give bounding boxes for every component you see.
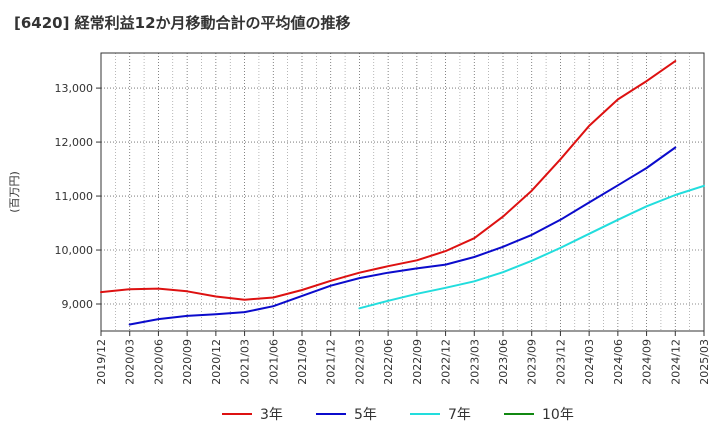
x-tick-label: 2021/12 xyxy=(325,339,338,385)
x-tick-label: 2022/09 xyxy=(411,339,424,385)
legend-item: 7年 xyxy=(410,407,471,423)
y-tick-label: 11,000 xyxy=(55,190,94,203)
legend-label: 3年 xyxy=(260,407,283,423)
legend-item: 10年 xyxy=(504,407,574,423)
chart-title: [6420] 経常利益12か月移動合計の平均値の推移 xyxy=(14,14,351,32)
legend-label: 7年 xyxy=(448,407,471,423)
x-tick-label: 2023/12 xyxy=(554,339,567,385)
x-tick-label: 2021/06 xyxy=(267,339,280,385)
x-tick-label: 2020/12 xyxy=(210,339,223,385)
legend-item: 5年 xyxy=(316,407,377,423)
x-tick-label: 2020/03 xyxy=(124,339,137,385)
y-tick-label: 13,000 xyxy=(55,82,94,95)
y-tick-label: 12,000 xyxy=(55,136,94,149)
y-tick-label: 9,000 xyxy=(62,298,94,311)
x-tick-label: 2024/09 xyxy=(641,339,654,385)
y-axis-label: (百万円) xyxy=(8,171,21,213)
x-tick-label: 2021/09 xyxy=(296,339,309,385)
series-line-5年 xyxy=(128,146,677,326)
x-tick-label: 2025/03 xyxy=(698,339,711,385)
x-tick-label: 2020/09 xyxy=(181,339,194,385)
x-tick-label: 2024/06 xyxy=(612,339,625,385)
x-tick-label: 2022/06 xyxy=(382,339,395,385)
x-tick-label: 2023/06 xyxy=(497,339,510,385)
x-tick-label: 2023/03 xyxy=(468,339,481,385)
x-tick-label: 2021/03 xyxy=(239,339,252,385)
plot-border xyxy=(100,52,705,332)
series-line-3年 xyxy=(100,60,677,301)
x-tick-label: 2019/12 xyxy=(95,339,108,385)
y-tick-label: 10,000 xyxy=(55,244,94,257)
x-tick-label: 2024/03 xyxy=(583,339,596,385)
x-tick-label: 2022/03 xyxy=(353,339,366,385)
legend-item: 3年 xyxy=(222,407,283,423)
series-line-7年 xyxy=(358,184,705,310)
x-tick-label: 2022/12 xyxy=(440,339,453,385)
x-tick-label: 2023/09 xyxy=(526,339,539,385)
x-tick-label: 2024/12 xyxy=(669,339,682,385)
legend-label: 5年 xyxy=(354,407,377,423)
legend-label: 10年 xyxy=(542,407,574,423)
x-tick-label: 2020/06 xyxy=(152,339,165,385)
